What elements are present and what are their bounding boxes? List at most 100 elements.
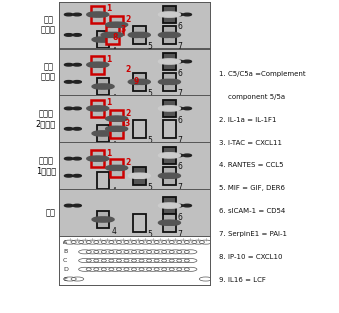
Circle shape	[164, 59, 180, 64]
Text: 4: 4	[112, 227, 116, 236]
Text: 5: 5	[147, 230, 153, 239]
Text: 4: 4	[112, 47, 116, 56]
Text: |: |	[167, 237, 168, 241]
Circle shape	[64, 80, 73, 83]
Circle shape	[87, 106, 103, 111]
Circle shape	[92, 12, 109, 17]
Text: 7: 7	[178, 89, 183, 98]
Circle shape	[98, 84, 114, 89]
Text: |: |	[182, 237, 184, 241]
Circle shape	[92, 131, 109, 136]
Text: |: |	[145, 237, 146, 241]
FancyBboxPatch shape	[133, 214, 146, 232]
FancyBboxPatch shape	[110, 120, 123, 138]
Circle shape	[111, 126, 128, 131]
Circle shape	[64, 127, 73, 130]
Text: 6: 6	[178, 69, 183, 78]
Circle shape	[158, 153, 175, 158]
FancyBboxPatch shape	[163, 146, 176, 164]
Circle shape	[73, 127, 81, 130]
Text: |: |	[190, 237, 191, 241]
Text: 재발자
1차발병: 재발자 1차발병	[36, 156, 56, 175]
Text: |: |	[77, 237, 78, 241]
Circle shape	[92, 37, 109, 42]
Circle shape	[73, 13, 81, 16]
Text: |: |	[122, 237, 123, 241]
Circle shape	[158, 12, 175, 17]
Circle shape	[111, 165, 128, 171]
Circle shape	[106, 116, 122, 121]
Text: 3. I-TAC = CXCL11: 3. I-TAC = CXCL11	[219, 140, 282, 146]
Text: 7: 7	[178, 183, 183, 192]
FancyBboxPatch shape	[163, 73, 176, 91]
Text: E: E	[63, 276, 67, 281]
Circle shape	[73, 33, 81, 36]
Text: |: |	[175, 237, 176, 241]
Circle shape	[64, 157, 73, 160]
FancyBboxPatch shape	[97, 211, 109, 228]
Text: 3: 3	[120, 25, 126, 34]
Text: 장기
잠복기: 장기 잠복기	[41, 15, 56, 34]
Circle shape	[101, 32, 118, 38]
Circle shape	[106, 126, 122, 131]
Circle shape	[175, 13, 183, 16]
Text: 4: 4	[112, 141, 116, 150]
Circle shape	[128, 173, 145, 178]
Text: C: C	[63, 258, 67, 263]
Text: 7: 7	[178, 230, 183, 239]
Circle shape	[87, 156, 103, 161]
Circle shape	[73, 157, 81, 160]
Text: 6: 6	[178, 22, 183, 31]
FancyBboxPatch shape	[163, 6, 176, 23]
FancyBboxPatch shape	[133, 26, 146, 44]
FancyBboxPatch shape	[163, 26, 176, 44]
Circle shape	[111, 116, 128, 121]
FancyBboxPatch shape	[133, 73, 146, 91]
Text: D: D	[63, 267, 68, 272]
Circle shape	[64, 107, 73, 110]
Text: |: |	[205, 237, 206, 241]
Text: 1: 1	[106, 55, 111, 64]
Text: |: |	[107, 237, 108, 241]
Text: 2: 2	[125, 15, 130, 24]
Text: 5: 5	[147, 136, 153, 145]
Circle shape	[128, 32, 145, 38]
Circle shape	[134, 79, 150, 85]
Text: 6. sICAM-1 = CD54: 6. sICAM-1 = CD54	[219, 208, 285, 214]
Text: 4: 4	[112, 94, 116, 103]
Text: 1. C5/C5a =Complement: 1. C5/C5a =Complement	[219, 71, 305, 77]
Circle shape	[106, 32, 123, 38]
Circle shape	[87, 12, 103, 17]
FancyBboxPatch shape	[163, 53, 176, 70]
Text: 6: 6	[178, 115, 183, 125]
Text: |: |	[152, 237, 154, 241]
Circle shape	[64, 64, 73, 66]
Text: 8: 8	[112, 33, 118, 42]
Circle shape	[183, 107, 192, 110]
Circle shape	[164, 32, 180, 38]
Text: B: B	[63, 249, 67, 254]
Circle shape	[158, 106, 175, 111]
Circle shape	[175, 107, 183, 110]
Circle shape	[98, 131, 114, 136]
FancyBboxPatch shape	[92, 56, 104, 74]
Circle shape	[158, 79, 175, 85]
Circle shape	[175, 204, 183, 207]
Circle shape	[92, 62, 109, 67]
FancyBboxPatch shape	[97, 172, 109, 189]
Circle shape	[73, 107, 81, 110]
Text: 5: 5	[147, 89, 153, 98]
Text: 5: 5	[147, 42, 153, 51]
FancyBboxPatch shape	[163, 214, 176, 232]
Circle shape	[106, 165, 122, 171]
FancyBboxPatch shape	[110, 16, 123, 33]
Circle shape	[73, 64, 81, 66]
Text: 2: 2	[125, 158, 130, 167]
Circle shape	[175, 60, 183, 63]
Circle shape	[64, 13, 73, 16]
Circle shape	[92, 84, 109, 89]
Text: 4. RANTES = CCL5: 4. RANTES = CCL5	[219, 162, 283, 168]
Text: 7: 7	[178, 42, 183, 51]
Circle shape	[92, 106, 109, 111]
Circle shape	[134, 32, 150, 38]
